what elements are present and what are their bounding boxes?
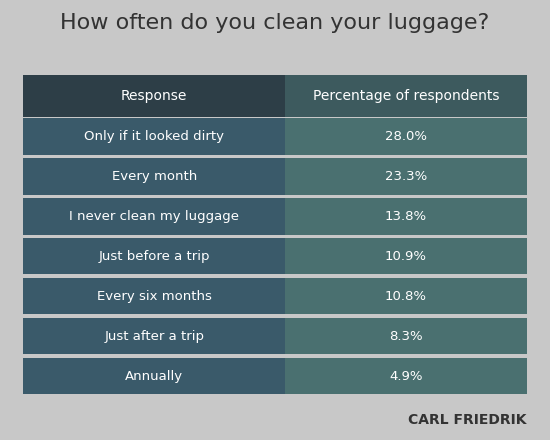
Text: Only if it looked dirty: Only if it looked dirty	[84, 130, 224, 143]
Bar	[285, 118, 526, 155]
Text: Every six months: Every six months	[97, 290, 212, 303]
Text: Annually: Annually	[125, 370, 183, 382]
Bar	[285, 278, 526, 315]
Text: CARL FRIEDRIK: CARL FRIEDRIK	[408, 413, 526, 427]
Text: 10.9%: 10.9%	[385, 250, 427, 263]
Bar	[24, 75, 285, 117]
Text: Just after a trip: Just after a trip	[104, 330, 204, 343]
Bar	[24, 118, 285, 155]
Text: How often do you clean your luggage?: How often do you clean your luggage?	[60, 13, 490, 33]
Text: 10.8%: 10.8%	[385, 290, 427, 303]
Text: 13.8%: 13.8%	[385, 210, 427, 223]
Bar	[285, 158, 526, 194]
Text: 28.0%: 28.0%	[385, 130, 427, 143]
Text: Percentage of respondents: Percentage of respondents	[312, 89, 499, 103]
Bar	[24, 278, 285, 315]
Text: Every month: Every month	[112, 170, 197, 183]
Text: Just before a trip: Just before a trip	[98, 250, 210, 263]
Bar	[285, 358, 526, 394]
Bar	[24, 318, 285, 354]
Bar	[285, 75, 526, 117]
Bar	[285, 198, 526, 235]
Text: I never clean my luggage: I never clean my luggage	[69, 210, 239, 223]
Text: 8.3%: 8.3%	[389, 330, 422, 343]
Bar	[24, 158, 285, 194]
Bar	[285, 318, 526, 354]
Text: 4.9%: 4.9%	[389, 370, 422, 382]
Bar	[24, 358, 285, 394]
Text: 23.3%: 23.3%	[384, 170, 427, 183]
Text: Response: Response	[121, 89, 188, 103]
Bar	[285, 238, 526, 275]
Bar	[24, 198, 285, 235]
Bar	[24, 238, 285, 275]
